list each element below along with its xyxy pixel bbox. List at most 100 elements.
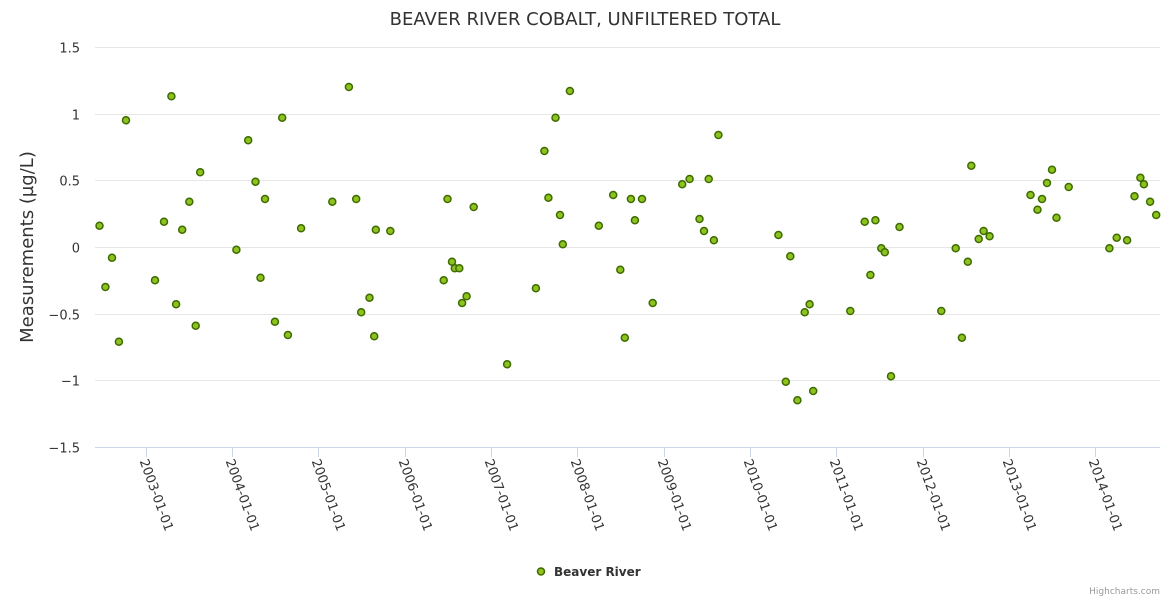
data-point[interactable] [171, 300, 181, 309]
data-point[interactable] [866, 270, 875, 280]
data-point[interactable] [860, 217, 869, 226]
data-point[interactable] [191, 321, 200, 330]
data-point[interactable] [846, 306, 855, 316]
legend[interactable]: Beaver River [536, 565, 641, 579]
data-point[interactable] [1105, 244, 1114, 253]
data-point[interactable] [937, 306, 946, 316]
data-point[interactable] [369, 332, 379, 341]
data-point[interactable] [974, 234, 983, 244]
data-point[interactable] [114, 337, 124, 346]
data-point[interactable] [774, 230, 783, 240]
data-point[interactable] [648, 298, 657, 308]
data-point[interactable] [462, 292, 471, 301]
data-point[interactable] [699, 226, 709, 236]
data-point[interactable] [555, 210, 565, 220]
data-point[interactable] [328, 197, 337, 206]
data-point[interactable] [443, 194, 452, 204]
data-point[interactable] [232, 245, 241, 254]
data-point[interactable] [95, 221, 104, 230]
data-point[interactable] [637, 194, 647, 204]
data-point[interactable] [558, 240, 568, 249]
data-point[interactable] [1139, 180, 1149, 189]
data-point[interactable] [608, 190, 618, 200]
data-point[interactable] [150, 276, 160, 285]
data-point[interactable] [1037, 194, 1047, 204]
data-point[interactable] [531, 284, 541, 293]
data-point[interactable] [808, 386, 818, 396]
data-point[interactable] [167, 92, 176, 101]
data-point[interactable] [1042, 178, 1052, 188]
data-point[interactable] [1112, 233, 1121, 242]
data-point[interactable] [1052, 213, 1061, 222]
data-point[interactable] [704, 174, 713, 184]
data-point[interactable] [967, 161, 976, 170]
data-point[interactable] [551, 113, 560, 122]
data-point[interactable] [469, 202, 478, 212]
x-tick-label: 2014-01-01 [1085, 457, 1125, 533]
data-point[interactable] [1136, 173, 1145, 182]
data-point[interactable] [880, 248, 890, 257]
data-point[interactable] [957, 333, 967, 342]
data-point[interactable] [985, 232, 994, 241]
data-point[interactable] [709, 236, 719, 245]
data-point[interactable] [793, 396, 802, 405]
data-point[interactable] [256, 273, 265, 282]
data-point[interactable] [565, 86, 575, 96]
data-point[interactable] [121, 116, 131, 125]
data-point[interactable] [1145, 197, 1155, 206]
data-point[interactable] [457, 298, 467, 308]
data-point[interactable] [439, 276, 448, 285]
data-point[interactable] [626, 194, 636, 204]
data-point[interactable] [344, 82, 354, 92]
data-point[interactable] [185, 197, 194, 206]
data-point[interactable] [386, 226, 395, 236]
data-point[interactable] [630, 216, 640, 225]
data-point[interactable] [455, 264, 464, 273]
data-point[interactable] [544, 193, 553, 202]
data-point[interactable] [800, 308, 809, 317]
data-point[interactable] [101, 282, 110, 292]
data-point[interactable] [695, 214, 704, 224]
data-point[interactable] [296, 224, 306, 233]
data-point[interactable] [251, 177, 260, 186]
data-point[interactable] [1130, 192, 1139, 201]
data-point[interactable] [714, 130, 723, 140]
data-point[interactable] [786, 252, 795, 261]
data-point[interactable] [107, 253, 117, 262]
data-point[interactable] [540, 146, 549, 156]
data-point[interactable] [195, 168, 205, 177]
data-point[interactable] [951, 244, 960, 253]
data-point[interactable] [1026, 190, 1035, 200]
data-point[interactable] [356, 308, 366, 317]
data-point[interactable] [871, 216, 880, 225]
data-point[interactable] [260, 194, 270, 204]
data-point[interactable] [365, 293, 374, 302]
data-point[interactable] [159, 217, 169, 226]
data-point[interactable] [781, 377, 791, 386]
credits[interactable]: Highcharts.com [1089, 587, 1160, 597]
data-point[interactable] [1047, 165, 1057, 174]
data-point[interactable] [979, 226, 988, 236]
legend-label[interactable]: Beaver River [554, 565, 641, 579]
data-point[interactable] [685, 174, 694, 184]
data-point[interactable] [1151, 210, 1161, 220]
data-point[interactable] [371, 225, 381, 234]
data-point[interactable] [895, 222, 904, 232]
data-point[interactable] [283, 330, 293, 340]
data-point[interactable] [805, 300, 814, 309]
data-point[interactable] [620, 333, 630, 342]
data-point[interactable] [351, 194, 361, 204]
data-point[interactable] [1122, 236, 1132, 245]
data-point[interactable] [963, 257, 973, 266]
data-point[interactable] [677, 180, 687, 189]
data-point[interactable] [1033, 205, 1042, 214]
data-point[interactable] [616, 265, 625, 274]
data-point[interactable] [1064, 182, 1073, 192]
data-point[interactable] [886, 372, 896, 381]
data-point[interactable] [277, 113, 287, 122]
data-point[interactable] [177, 225, 187, 234]
data-point[interactable] [243, 136, 253, 145]
data-point[interactable] [502, 360, 512, 369]
data-point[interactable] [270, 317, 280, 326]
data-point[interactable] [594, 221, 604, 230]
